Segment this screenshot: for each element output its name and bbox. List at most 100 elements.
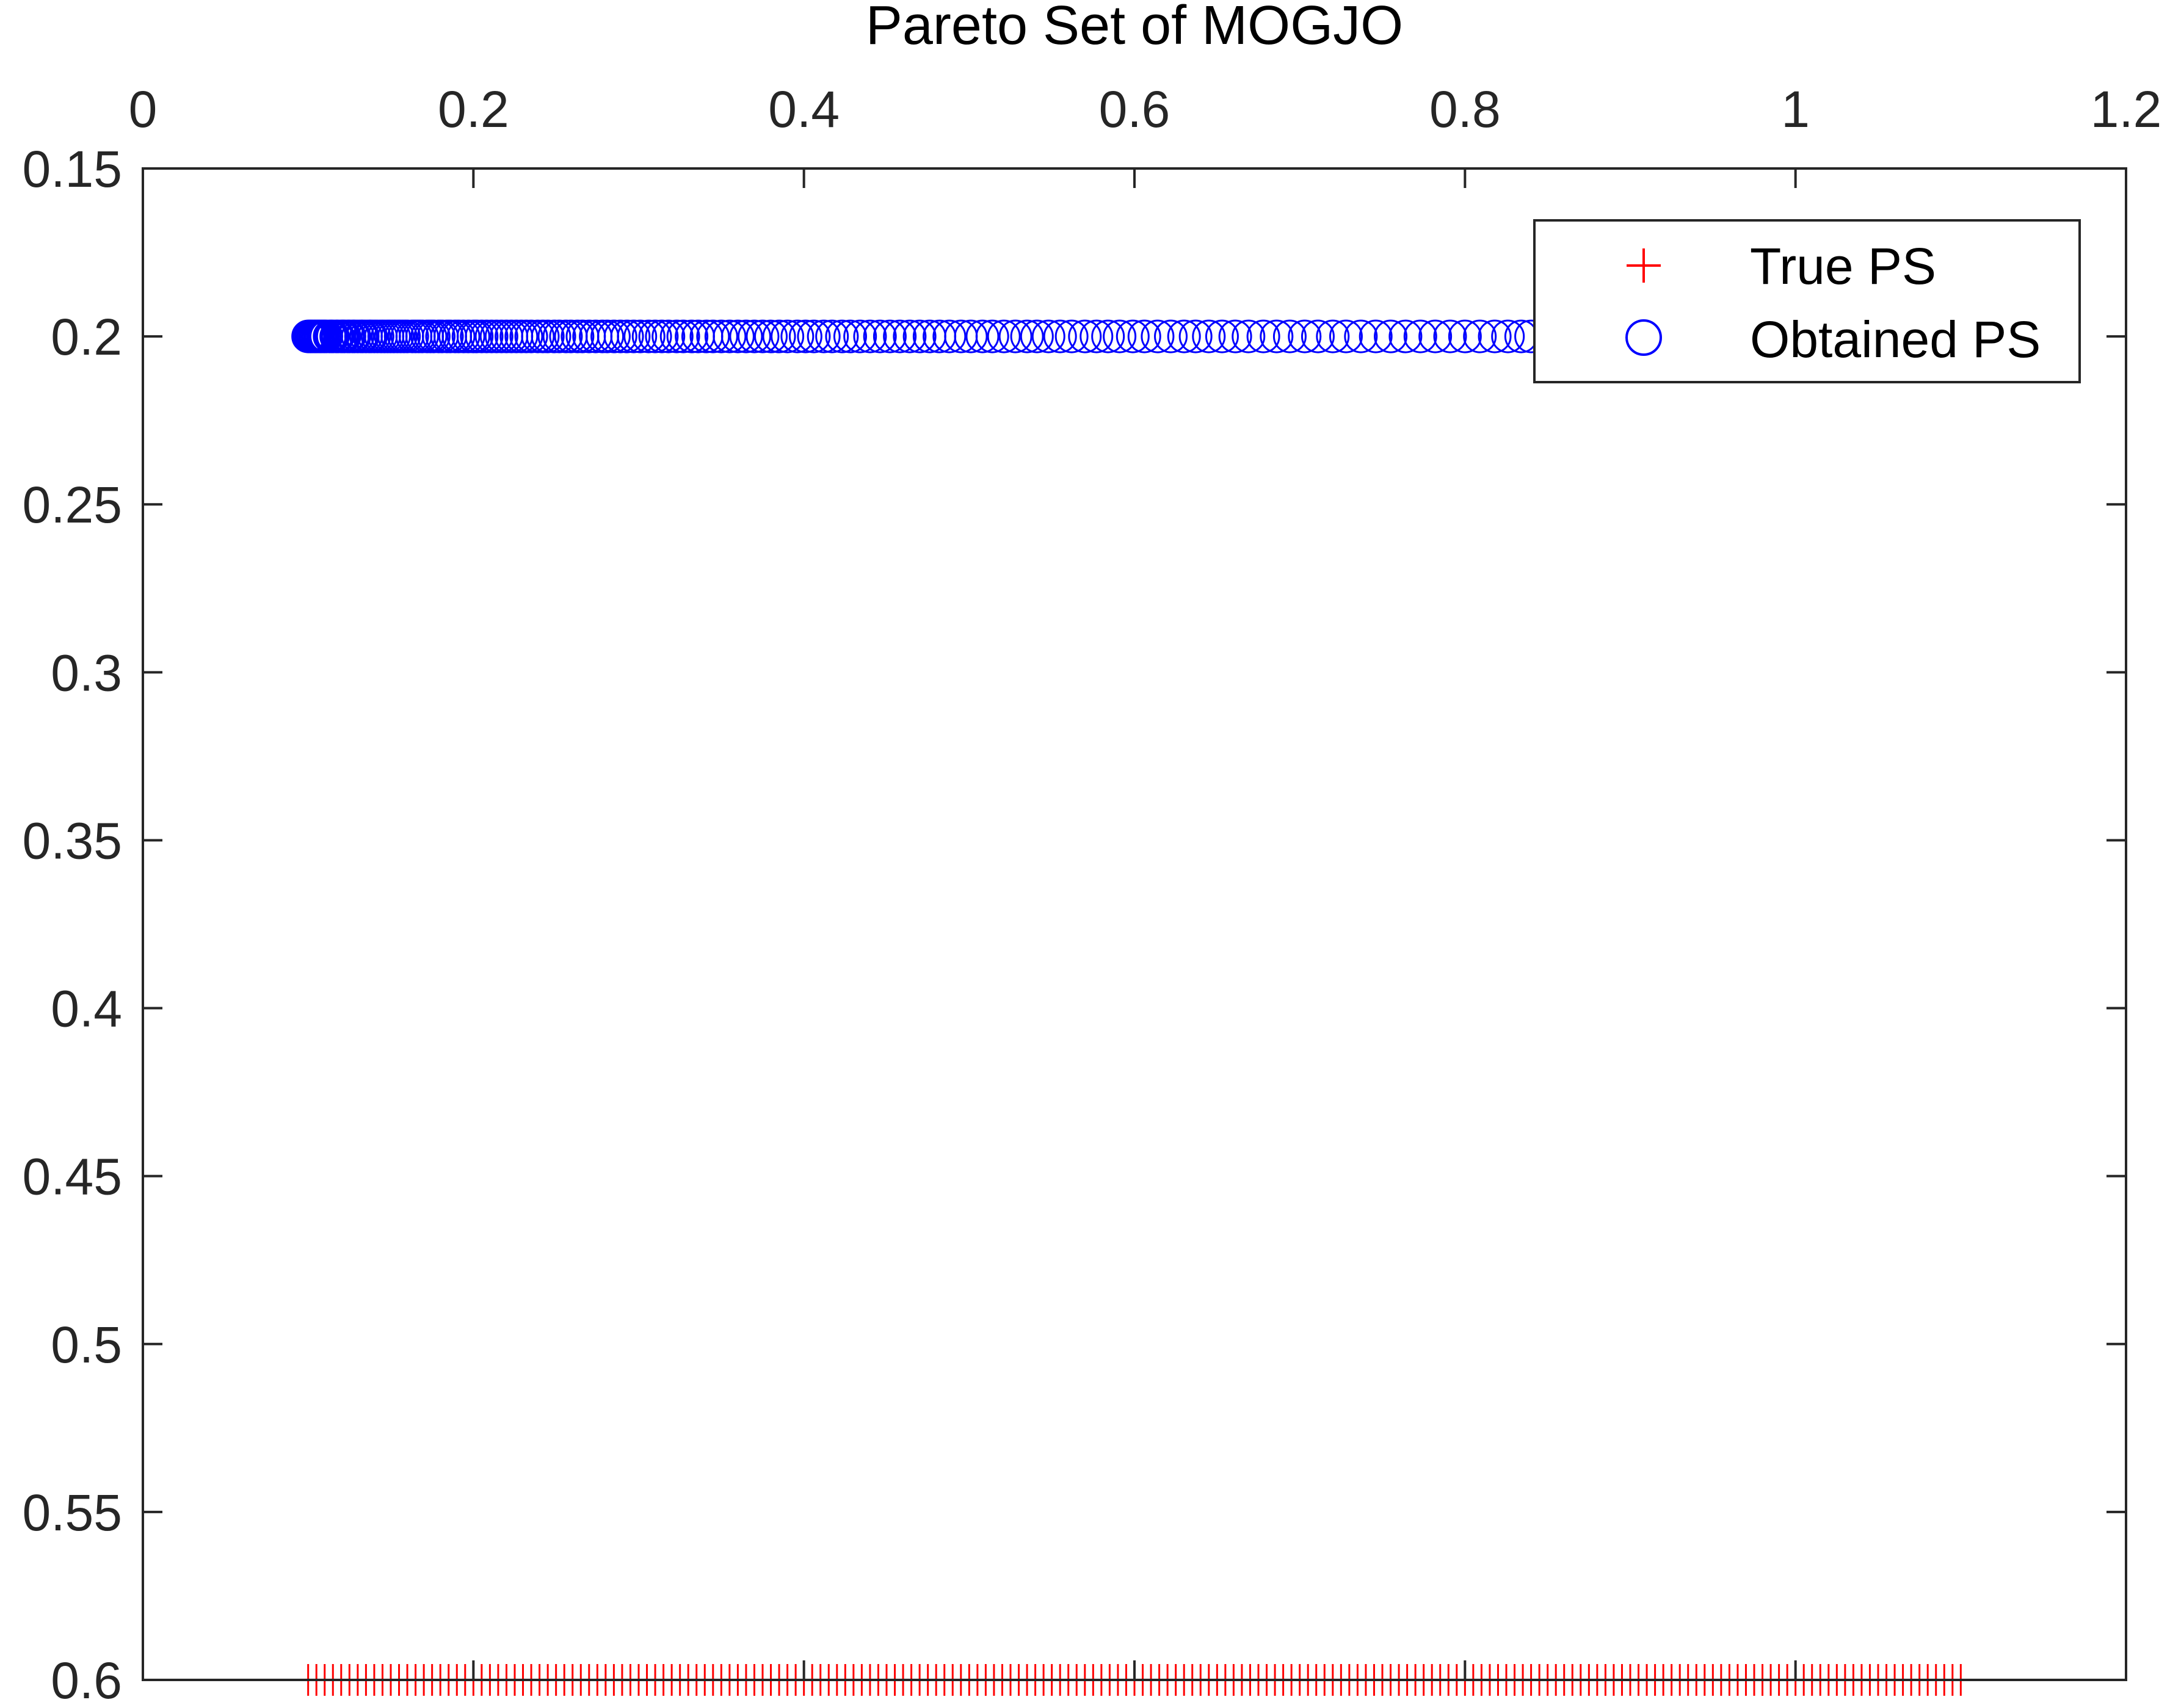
obtained-ps-point bbox=[531, 319, 565, 353]
obtained-ps-point bbox=[1344, 319, 1378, 353]
obtained-ps-point bbox=[1020, 319, 1054, 353]
obtained-ps-point bbox=[1031, 319, 1065, 353]
obtained-ps-point bbox=[1478, 319, 1512, 353]
obtained-ps-point bbox=[1127, 319, 1161, 353]
obtained-ps-point bbox=[1316, 319, 1350, 353]
obtained-ps-point bbox=[754, 319, 788, 353]
obtained-ps-point bbox=[1054, 319, 1089, 353]
obtained-ps-point bbox=[696, 319, 730, 353]
obtained-ps-point bbox=[651, 319, 686, 353]
obtained-ps-point bbox=[675, 319, 709, 353]
obtained-ps-point bbox=[590, 319, 625, 353]
obtained-ps-point bbox=[1192, 319, 1226, 353]
y-tick-label: 0.2 bbox=[51, 308, 122, 366]
obtained-ps-point bbox=[807, 319, 841, 353]
obtained-ps-point bbox=[659, 319, 694, 353]
obtained-ps-point bbox=[1232, 319, 1266, 353]
obtained-ps-point bbox=[1080, 319, 1114, 353]
obtained-ps-point bbox=[720, 319, 755, 353]
obtained-ps-point bbox=[1091, 319, 1125, 353]
obtained-ps-point bbox=[638, 319, 672, 353]
obtained-ps-point bbox=[1116, 319, 1150, 353]
y-tick-label: 0.45 bbox=[23, 1148, 123, 1206]
obtained-ps-point bbox=[1167, 319, 1201, 353]
obtained-ps-point bbox=[729, 319, 763, 353]
obtained-ps-point bbox=[987, 319, 1021, 353]
obtained-ps-point bbox=[1403, 319, 1437, 353]
y-tick-group: 0.15 0.2 0.25 0.3 0.35 0.4 0.45 0.5 0.55 0.6 bbox=[23, 140, 2126, 1708]
obtained-ps-point bbox=[1178, 319, 1213, 353]
obtained-ps-point bbox=[902, 319, 937, 353]
obtained-ps-point bbox=[975, 319, 1009, 353]
obtained-ps-point bbox=[1246, 319, 1280, 353]
obtained-ps-point bbox=[1359, 319, 1393, 353]
obtained-ps-point bbox=[797, 319, 831, 353]
obtained-ps-point bbox=[833, 319, 867, 353]
obtained-ps-point bbox=[780, 319, 815, 353]
legend-obtained-ps-label: Obtained PS bbox=[1750, 311, 2041, 368]
obtained-ps-point bbox=[1141, 319, 1175, 353]
obtained-ps-point bbox=[1288, 319, 1322, 353]
obtained-ps-point bbox=[1154, 319, 1188, 353]
x-tick-label: 0.8 bbox=[1429, 81, 1501, 138]
obtained-ps-point bbox=[514, 319, 548, 353]
y-tick-label: 0.5 bbox=[51, 1316, 122, 1373]
obtained-ps-point bbox=[1491, 319, 1525, 353]
legend-true-ps-marker bbox=[1627, 248, 1661, 283]
obtained-ps-point bbox=[998, 319, 1032, 353]
obtained-ps-point bbox=[762, 319, 796, 353]
obtained-ps-point bbox=[713, 319, 747, 353]
obtained-ps-point bbox=[1433, 319, 1467, 353]
chart-title: Pareto Set of MOGJO bbox=[866, 0, 1403, 56]
obtained-ps-point bbox=[1205, 319, 1239, 353]
legend: True PS Obtained PS bbox=[1533, 219, 2081, 383]
obtained-ps-point bbox=[932, 319, 967, 353]
legend-box bbox=[1533, 219, 2081, 383]
obtained-ps-point bbox=[631, 319, 666, 353]
obtained-ps-point bbox=[853, 319, 887, 353]
obtained-ps-point bbox=[603, 319, 637, 353]
obtained-ps-point bbox=[1448, 319, 1482, 353]
obtained-ps-point bbox=[1418, 319, 1453, 353]
obtained-ps-point bbox=[610, 319, 644, 353]
obtained-ps-point bbox=[863, 319, 897, 353]
obtained-ps-point bbox=[1010, 319, 1044, 353]
legend-obtained-ps-marker bbox=[1625, 319, 1662, 356]
obtained-ps-point bbox=[542, 319, 576, 353]
obtained-ps-point bbox=[893, 319, 927, 353]
x-tick-label: 0.4 bbox=[768, 81, 840, 138]
obtained-ps-series bbox=[291, 319, 1548, 353]
y-tick-label: 0.15 bbox=[23, 140, 123, 198]
obtained-ps-point bbox=[1301, 319, 1335, 353]
obtained-ps-point bbox=[873, 319, 907, 353]
obtained-ps-point bbox=[623, 319, 658, 353]
y-tick-label: 0.35 bbox=[23, 812, 123, 869]
obtained-ps-point bbox=[617, 319, 651, 353]
obtained-ps-point bbox=[666, 319, 700, 353]
x-tick-label: 0 bbox=[129, 81, 158, 138]
obtained-ps-point bbox=[771, 319, 805, 353]
x-tick-label: 1.2 bbox=[2091, 81, 2162, 138]
obtained-ps-point bbox=[788, 319, 822, 353]
y-tick-label: 0.3 bbox=[51, 644, 122, 701]
obtained-ps-point bbox=[1329, 319, 1363, 353]
obtained-ps-point bbox=[1068, 319, 1102, 353]
obtained-ps-point bbox=[1260, 319, 1294, 353]
y-tick-label: 0.55 bbox=[23, 1484, 123, 1541]
legend-true-ps-label: True PS bbox=[1750, 237, 1936, 295]
obtained-ps-point bbox=[825, 319, 859, 353]
obtained-ps-point bbox=[737, 319, 771, 353]
obtained-ps-point bbox=[746, 319, 780, 353]
obtained-ps-point bbox=[1218, 319, 1252, 353]
obtained-ps-point bbox=[1463, 319, 1497, 353]
obtained-ps-point bbox=[883, 319, 917, 353]
y-tick-label: 0.25 bbox=[23, 476, 123, 534]
obtained-ps-point bbox=[1374, 319, 1408, 353]
obtained-ps-point bbox=[1103, 319, 1137, 353]
obtained-ps-point bbox=[965, 319, 1000, 353]
obtained-ps-point bbox=[704, 319, 738, 353]
obtained-ps-point bbox=[954, 319, 988, 353]
obtained-ps-point bbox=[1388, 319, 1423, 353]
